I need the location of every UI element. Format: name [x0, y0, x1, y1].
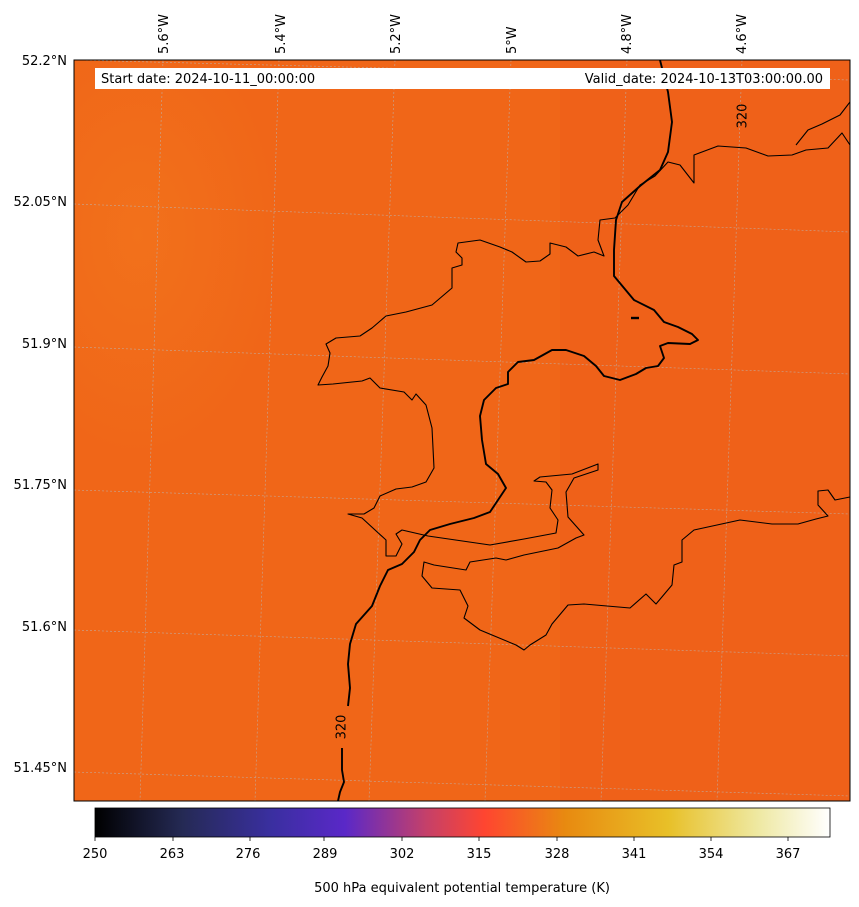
colorbar-gradient [94, 807, 831, 838]
start-date-label: Start date: 2024-10-11_00:00:00 [101, 72, 315, 87]
colorbar-tick-label: 328 [545, 847, 570, 862]
theta-e-east-shade [560, 60, 850, 801]
colorbar-tick-label: 341 [622, 847, 647, 862]
colorbar-tick-label: 302 [390, 847, 415, 862]
lon-label: 5.2°W [389, 14, 404, 54]
lat-label: 51.75°N [14, 478, 67, 493]
colorbar: 250 263 276 289 302 315 328 341 354 367 … [83, 807, 831, 896]
lat-label: 51.9°N [22, 337, 67, 352]
contour-label-320-north: 320 [736, 104, 751, 129]
longitude-labels: 5.6°W 5.4°W 5.2°W 5°W 4.8°W 4.6°W [157, 14, 750, 54]
colorbar-label: 500 hPa equivalent potential temperature… [314, 881, 610, 896]
colorbar-tick-label: 367 [776, 847, 801, 862]
theta-e-contour-320 [337, 60, 699, 801]
theta-e-west-shade [74, 60, 394, 560]
coastline [317, 101, 850, 651]
lon-label: 5°W [505, 26, 520, 54]
colorbar-tick-label: 315 [467, 847, 492, 862]
lat-label: 52.05°N [14, 195, 67, 210]
colorbar-ticks [94, 837, 789, 841]
lon-label: 5.6°W [157, 14, 172, 54]
lon-label: 5.4°W [274, 14, 289, 54]
map-panel [74, 60, 850, 801]
colorbar-tick-labels: 250 263 276 289 302 315 328 341 354 367 [83, 847, 801, 862]
colorbar-tick-label: 276 [236, 847, 261, 862]
colorbar-tick-label: 263 [160, 847, 185, 862]
lon-label: 4.8°W [620, 14, 635, 54]
lat-label: 52.2°N [22, 54, 67, 69]
valid-date-label: Valid_date: 2024-10-13T03:00:00.00 [585, 72, 823, 87]
lat-label: 51.6°N [22, 620, 67, 635]
contour-label-320-south: 320 [335, 715, 350, 740]
latitude-labels: 52.2°N 52.05°N 51.9°N 51.75°N 51.6°N 51.… [14, 54, 67, 776]
date-header-box [95, 68, 830, 89]
map-frame [73, 59, 851, 802]
lon-label: 4.6°W [735, 14, 750, 54]
colorbar-tick-label: 289 [313, 847, 338, 862]
colorbar-tick-label: 354 [699, 847, 724, 862]
colorbar-tick-label: 250 [83, 847, 108, 862]
lat-label: 51.45°N [14, 761, 67, 776]
